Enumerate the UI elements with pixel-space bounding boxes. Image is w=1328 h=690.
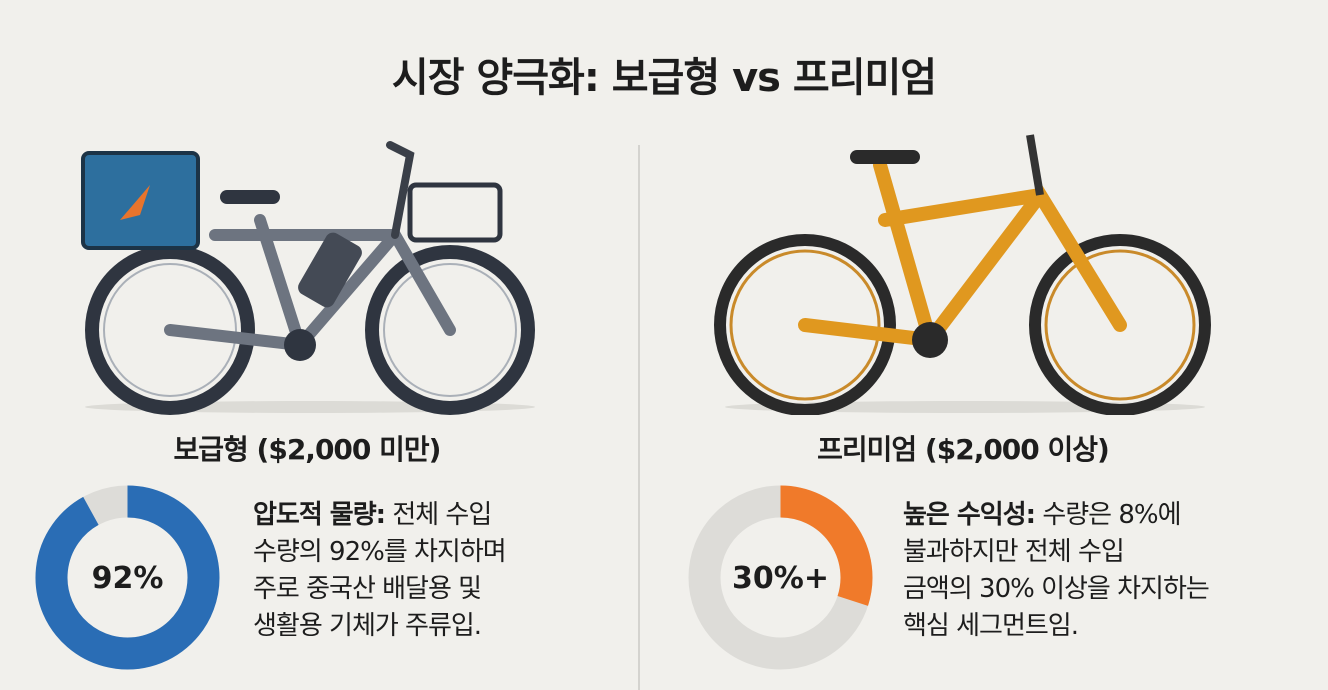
budget-heading: 보급형 ($2,000 미만)	[173, 433, 442, 466]
desc-line: 수량은 8%에	[1035, 500, 1181, 530]
premium-description: 높은 수익성: 수량은 8%에 불과하지만 전체 수입 금액의 30% 이상을 …	[903, 497, 1210, 645]
front-wheel	[365, 245, 535, 415]
premium-heading: 프리미엄 ($2,000 이상)	[817, 433, 1110, 466]
desc-bold: 압도적 물량:	[253, 500, 386, 530]
desc-line: 금액의 30% 이상을 차지하는	[903, 574, 1210, 604]
desc-line: 생활용 기체가 주류입.	[253, 611, 482, 641]
premium-emtb-illustration	[714, 134, 1211, 415]
budget-description: 압도적 물량: 전체 수입 수량의 92%를 차지하며 주로 중국산 배달용 및…	[253, 497, 507, 645]
delivery-ebike-illustration	[81, 141, 535, 415]
rear-wheel	[85, 245, 255, 415]
desc-bold: 높은 수익성:	[903, 500, 1036, 530]
desc-line: 전체 수입	[385, 500, 492, 530]
desc-line: 주로 중국산 배달용 및	[253, 574, 482, 604]
budget-share-donut: 92%	[35, 485, 220, 670]
divider	[638, 145, 640, 690]
donut-label: 92%	[92, 561, 164, 596]
donut-label: 30%+	[732, 561, 829, 596]
premium-share-donut: 30%+	[688, 485, 873, 670]
desc-line: 수량의 92%를 차지하며	[253, 537, 507, 567]
donut-segment	[35, 485, 220, 670]
desc-line: 핵심 세그먼트임.	[903, 611, 1079, 641]
donut-segment	[779, 485, 873, 606]
desc-line: 불과하지만 전체 수입	[903, 537, 1125, 567]
page-title: 시장 양극화: 보급형 vs 프리미엄	[391, 55, 937, 101]
